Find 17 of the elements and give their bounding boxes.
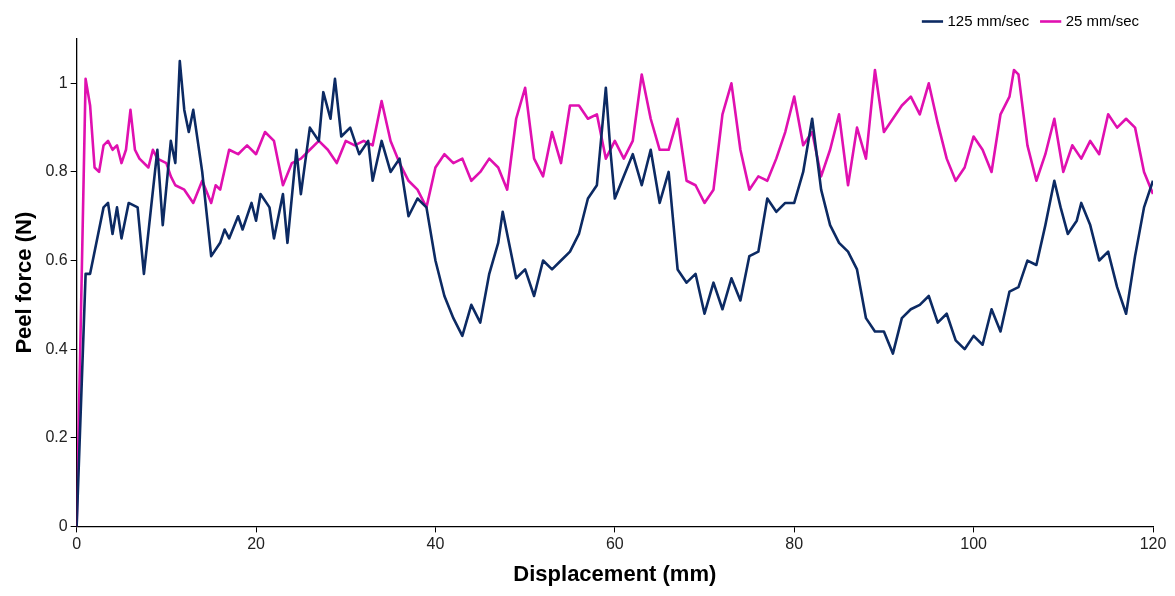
x-tick-label: 0: [72, 535, 82, 553]
y-tick-label: 0.2: [45, 428, 68, 446]
x-tick-label: 120: [1139, 535, 1167, 553]
y-tick-label: 0.8: [45, 162, 68, 180]
x-tick-label: 80: [785, 535, 804, 553]
legend-label: 25 mm/sec: [1065, 11, 1140, 29]
x-axis-title: Displacement (mm): [513, 560, 717, 586]
y-axis-title: Peel force (N): [11, 211, 37, 354]
y-tick-label: 1: [58, 73, 68, 91]
y-tick-label: 0.6: [45, 250, 68, 268]
x-tick-label: 60: [605, 535, 624, 553]
y-tick-label: 0.4: [45, 339, 68, 357]
x-tick-label: 100: [960, 535, 988, 553]
x-tick-label: 20: [247, 535, 266, 553]
y-tick-label: 0: [58, 516, 68, 534]
x-tick-label: 40: [426, 535, 445, 553]
legend-label: 125 mm/sec: [947, 11, 1030, 29]
